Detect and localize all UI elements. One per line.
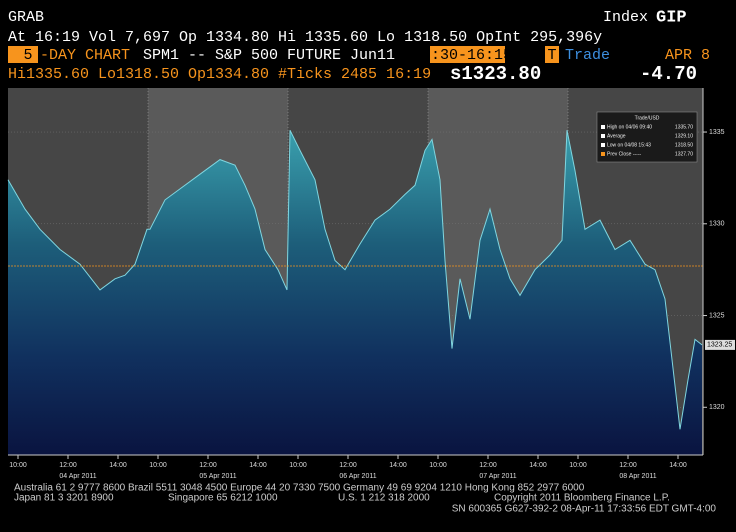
last-price: s1323.80 — [450, 63, 541, 85]
x-tick-label: 14:00 — [249, 462, 267, 469]
index-code: GIP — [656, 8, 687, 27]
days-box-bg — [8, 46, 38, 63]
index-prefix: Index — [603, 9, 648, 26]
legend-swatch — [601, 143, 605, 147]
legend-title: Trade/USD — [635, 115, 660, 121]
session-box-bg — [430, 46, 505, 63]
x-tick-label: 12:00 — [479, 462, 497, 469]
footer-item: Singapore 65 6212 1000 — [168, 493, 278, 504]
legend-swatch — [601, 125, 605, 129]
x-tick-label: 14:00 — [669, 462, 687, 469]
function-label: GRAB — [8, 9, 44, 26]
date-label: APR 8 — [665, 47, 710, 64]
legend-box — [596, 111, 698, 163]
legend-label: Low on 04/08 15:43 — [607, 142, 651, 148]
last-tag: 1323.25 — [707, 342, 732, 349]
type-label: Trade — [565, 47, 610, 64]
legend-swatch — [601, 152, 605, 156]
x-tick-label: 10:00 — [569, 462, 587, 469]
type-box[interactable]: T — [547, 47, 556, 64]
legend-value: 1335.70 — [675, 124, 693, 130]
legend-value: 1318.50 — [675, 142, 693, 148]
days-box[interactable]: 5 — [23, 47, 32, 64]
chart: 1320 1325 1330 1335 1323.25 10:00 12:00 14:00 10… — [7, 88, 735, 480]
x-tick-label: 12:00 — [339, 462, 357, 469]
footer-item: Japan 81 3 3201 8900 — [14, 493, 114, 504]
legend-label: Prev Close ----- — [607, 151, 642, 157]
legend-label: High on 04/06 09:40 — [607, 124, 652, 130]
x-tick-label: 10:00 — [149, 462, 167, 469]
price-area — [8, 130, 702, 455]
last-tag-bg — [705, 339, 735, 350]
footer-item: U.S. 1 212 318 2000 — [338, 493, 430, 504]
instrument: SPM1 -- S&P 500 FUTURE Jun11 — [143, 47, 395, 64]
y-tick-label: 1335 — [709, 129, 725, 136]
x-date-label: 08 Apr 2011 — [619, 473, 656, 480]
x-date-label: 06 Apr 2011 — [339, 473, 376, 480]
y-tick-label: 1325 — [709, 312, 725, 319]
x-tick-label: 12:00 — [619, 462, 637, 469]
x-tick-label: 10:00 — [429, 462, 447, 469]
net-change: -4.70 — [640, 63, 697, 85]
x-tick-label: 12:00 — [199, 462, 217, 469]
x-tick-label: 14:00 — [109, 462, 127, 469]
footer-item: Copyright 2011 Bloomberg Finance L.P. — [494, 493, 670, 504]
x-tick-label: 10:00 — [9, 462, 27, 469]
legend-value: 1327.70 — [675, 151, 693, 157]
type-box-bg — [545, 46, 559, 63]
summary-line: Hi1335.60 Lo1318.50 Op1334.80 #Ticks 248… — [8, 66, 431, 83]
legend-value: 1329.10 — [675, 133, 693, 139]
chart-kind: -DAY CHART — [40, 47, 130, 64]
x-date-label: 04 Apr 2011 — [59, 473, 96, 480]
y-tick-label: 1320 — [709, 404, 725, 411]
x-tick-label: 14:00 — [389, 462, 407, 469]
legend-label: Average — [607, 133, 626, 139]
x-date-label: 07 Apr 2011 — [479, 473, 516, 480]
x-date-label: 05 Apr 2011 — [199, 473, 236, 480]
x-tick-label: 10:00 — [289, 462, 307, 469]
price-line — [7, 129, 703, 430]
footer-line: Australia 61 2 9777 8600 Brazil 5511 304… — [14, 483, 585, 494]
legend-swatch — [601, 134, 605, 138]
session-box[interactable]: 9:30-16:15 — [422, 47, 512, 64]
y-tick-label: 1330 — [709, 221, 725, 228]
footer-line: SN 600365 G627-392-2 08-Apr-11 17:33:56 … — [452, 504, 717, 515]
x-tick-label: 14:00 — [529, 462, 547, 469]
stats-line: At 16:19 Vol 7,697 Op 1334.80 Hi 1335.60… — [8, 29, 602, 46]
x-tick-label: 12:00 — [59, 462, 77, 469]
